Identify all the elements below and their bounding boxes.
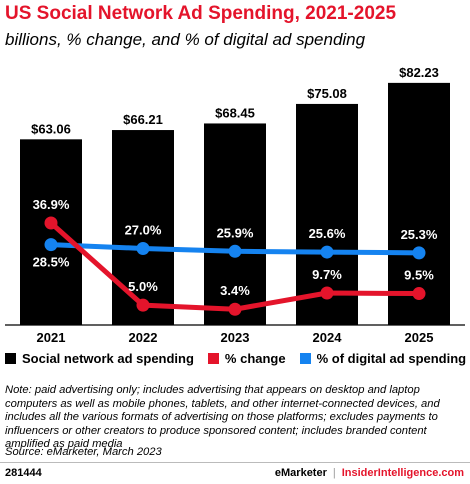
bar-2022 (112, 130, 174, 325)
footer-divider (0, 462, 470, 463)
bar-label-2023: $68.45 (215, 105, 255, 120)
x-tick-2024: 2024 (313, 330, 343, 345)
change-label-2021: 36.9% (33, 197, 70, 212)
change-point-2021 (44, 216, 58, 230)
legend-label-spending: Social network ad spending (22, 351, 194, 366)
change-label-2025: 9.5% (404, 268, 434, 283)
change-point-2024 (320, 286, 334, 300)
x-tick-2025: 2025 (405, 330, 434, 345)
bar-2021 (20, 139, 82, 325)
share-point-2022 (136, 241, 150, 255)
change-label-2024: 9.7% (312, 267, 342, 282)
bar-label-2024: $75.08 (307, 86, 347, 101)
chart-area: $63.06 $66.21 $68.45 $75.08 $82.23 2021 2022 20… (5, 65, 465, 345)
source-line: Source: eMarketer, March 2023 (5, 446, 162, 458)
footer-brand: eMarketer | InsiderIntelligence.com (275, 467, 464, 479)
chart-id: 281444 (5, 467, 42, 479)
legend-item-share: % of digital ad spending (299, 351, 467, 366)
brand-emarketer[interactable]: eMarketer (274, 467, 327, 479)
brand-insider-intelligence[interactable]: InsiderIntelligence.com (341, 467, 464, 479)
change-point-2023 (228, 302, 242, 316)
change-label-2022: 5.0% (128, 279, 158, 294)
share-point-2023 (228, 244, 242, 258)
legend-label-share: % of digital ad spending (316, 351, 467, 366)
bar-label-2025: $82.23 (399, 65, 439, 80)
change-label-2023: 3.4% (220, 283, 250, 298)
share-label-2024: 25.6% (309, 226, 346, 241)
bar-label-2021: $63.06 (31, 121, 71, 136)
change-point-2022 (136, 298, 150, 312)
bar-2023 (204, 123, 266, 325)
legend-label-change: % change (224, 351, 286, 366)
share-label-2022: 27.0% (125, 222, 162, 237)
share-label-2021: 28.5% (33, 255, 70, 270)
bar-2025 (388, 82, 450, 326)
legend: Social network ad spending % change % of… (5, 351, 467, 366)
legend-swatch-share (299, 353, 311, 364)
brand-separator: | (332, 467, 336, 479)
footnote: Note: paid advertising only; includes ad… (5, 384, 440, 451)
chart-title: US Social Network Ad Spending, 2021-2025 (5, 3, 397, 24)
x-tick-2023: 2023 (221, 330, 250, 345)
chart-subtitle: billions, % change, and % of digital ad … (5, 30, 366, 49)
share-point-2025 (412, 246, 426, 260)
share-label-2025: 25.3% (401, 227, 438, 242)
legend-item-spending: Social network ad spending (5, 351, 194, 366)
change-point-2025 (412, 287, 426, 301)
bar-label-2022: $66.21 (123, 112, 163, 127)
share-point-2021 (44, 238, 58, 252)
legend-item-change: % change (207, 351, 286, 366)
legend-swatch-spending (5, 353, 16, 364)
x-tick-2021: 2021 (37, 330, 66, 345)
x-tick-2022: 2022 (129, 330, 158, 345)
share-label-2023: 25.9% (217, 225, 254, 240)
share-point-2024 (320, 245, 334, 259)
legend-swatch-change (207, 353, 219, 364)
